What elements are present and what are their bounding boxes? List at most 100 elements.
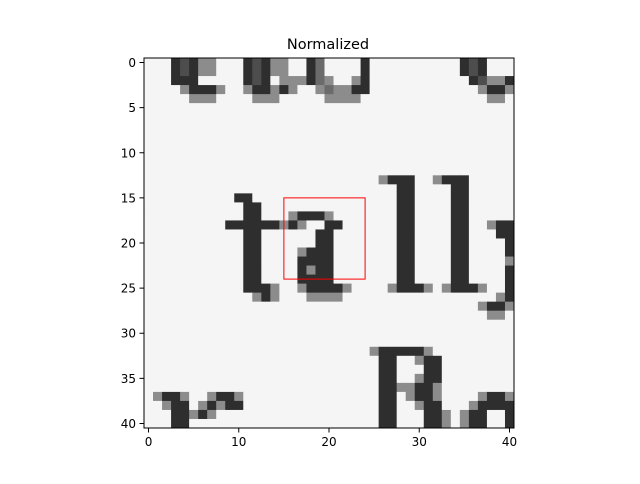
heatmap-cell bbox=[468, 337, 479, 348]
heatmap-cell bbox=[216, 346, 226, 357]
heatmap-cell bbox=[378, 391, 389, 402]
heatmap-cell bbox=[441, 265, 452, 275]
heatmap-cell bbox=[432, 247, 443, 257]
heatmap-cell bbox=[234, 247, 244, 257]
heatmap-cell bbox=[486, 256, 497, 266]
heatmap-cell bbox=[216, 220, 226, 230]
heatmap-cell bbox=[252, 301, 262, 312]
heatmap-cell bbox=[405, 337, 416, 348]
heatmap-cell bbox=[486, 238, 497, 248]
heatmap-cell bbox=[378, 103, 389, 113]
heatmap-cell bbox=[369, 229, 380, 239]
heatmap-cell bbox=[189, 85, 199, 95]
heatmap-cell bbox=[387, 319, 398, 330]
heatmap-cell bbox=[144, 112, 154, 122]
heatmap-cell bbox=[432, 67, 443, 77]
heatmap-cell bbox=[477, 364, 488, 375]
heatmap-cell bbox=[252, 337, 262, 348]
heatmap-cell bbox=[171, 202, 181, 212]
heatmap-cell bbox=[261, 184, 271, 194]
heatmap-cell bbox=[378, 301, 389, 312]
heatmap-cell bbox=[180, 238, 190, 248]
heatmap-cell bbox=[333, 346, 343, 357]
heatmap-cell bbox=[306, 418, 316, 429]
heatmap-cell bbox=[423, 355, 434, 366]
heatmap-cell bbox=[378, 256, 389, 266]
heatmap-cell bbox=[171, 139, 181, 149]
heatmap-cell bbox=[432, 310, 443, 321]
heatmap-cell bbox=[468, 220, 479, 230]
heatmap-cell bbox=[450, 121, 461, 131]
heatmap-cell bbox=[162, 103, 172, 113]
heatmap-cell bbox=[225, 184, 235, 194]
heatmap-cell bbox=[414, 238, 425, 248]
heatmap-cell bbox=[333, 265, 343, 275]
heatmap-cell bbox=[450, 409, 461, 420]
heatmap-cell bbox=[189, 346, 199, 357]
heatmap-cell bbox=[288, 319, 298, 330]
heatmap-cell bbox=[306, 139, 316, 149]
heatmap-cell bbox=[486, 301, 497, 312]
heatmap-cell bbox=[468, 139, 479, 149]
heatmap-cell bbox=[306, 166, 316, 176]
heatmap-cell bbox=[171, 85, 181, 95]
heatmap-cell bbox=[162, 112, 172, 122]
heatmap-cell bbox=[450, 328, 461, 339]
heatmap-cell bbox=[216, 184, 226, 194]
heatmap-cell bbox=[441, 337, 452, 348]
heatmap-cell bbox=[504, 364, 515, 375]
heatmap-cell bbox=[504, 319, 515, 330]
heatmap-cell bbox=[342, 382, 352, 393]
heatmap-cell bbox=[333, 283, 343, 294]
heatmap-cell bbox=[243, 58, 253, 68]
heatmap-cell bbox=[486, 157, 497, 167]
heatmap-cell bbox=[351, 130, 361, 140]
heatmap-cell bbox=[396, 346, 407, 357]
heatmap-cell bbox=[450, 103, 461, 113]
heatmap-cell bbox=[378, 328, 389, 339]
heatmap-cell bbox=[387, 400, 398, 411]
heatmap-cell bbox=[252, 157, 262, 167]
heatmap-cell bbox=[450, 373, 461, 384]
heatmap-cell bbox=[486, 355, 497, 366]
heatmap-cell bbox=[351, 355, 361, 366]
heatmap-cell bbox=[297, 85, 307, 95]
heatmap-cell bbox=[342, 391, 352, 402]
heatmap-cell bbox=[315, 148, 325, 158]
heatmap-cell bbox=[396, 274, 407, 285]
heatmap-cell bbox=[387, 256, 398, 266]
heatmap-cell bbox=[198, 328, 208, 339]
heatmap-cell bbox=[414, 256, 425, 266]
heatmap-cell bbox=[261, 292, 271, 303]
heatmap-cell bbox=[261, 121, 271, 131]
heatmap-cell bbox=[234, 382, 244, 393]
heatmap-cell bbox=[261, 58, 271, 68]
heatmap-cell bbox=[153, 67, 163, 77]
heatmap-cell bbox=[144, 202, 154, 212]
heatmap-cell bbox=[369, 130, 380, 140]
heatmap-cell bbox=[207, 319, 217, 330]
heatmap-cell bbox=[306, 256, 316, 266]
heatmap-cell bbox=[180, 301, 190, 312]
heatmap-cell bbox=[261, 76, 271, 86]
heatmap-cell bbox=[261, 112, 271, 122]
heatmap-cell bbox=[171, 346, 181, 357]
heatmap-cell bbox=[198, 373, 208, 384]
heatmap-cell bbox=[369, 364, 380, 375]
heatmap-cell bbox=[180, 337, 190, 348]
heatmap-cell bbox=[180, 157, 190, 167]
heatmap-cell bbox=[396, 337, 407, 348]
heatmap-cell bbox=[459, 409, 470, 420]
heatmap-cell bbox=[423, 292, 434, 303]
heatmap-cell bbox=[342, 130, 352, 140]
heatmap-cell bbox=[324, 418, 334, 429]
heatmap-cell bbox=[171, 229, 181, 239]
heatmap-cell bbox=[216, 364, 226, 375]
heatmap-cell bbox=[378, 220, 389, 230]
heatmap-cell bbox=[441, 355, 452, 366]
heatmap-cell bbox=[153, 229, 163, 239]
heatmap-cell bbox=[234, 112, 244, 122]
heatmap-cell bbox=[189, 112, 199, 122]
heatmap-cell bbox=[495, 274, 506, 285]
heatmap-cell bbox=[333, 139, 343, 149]
